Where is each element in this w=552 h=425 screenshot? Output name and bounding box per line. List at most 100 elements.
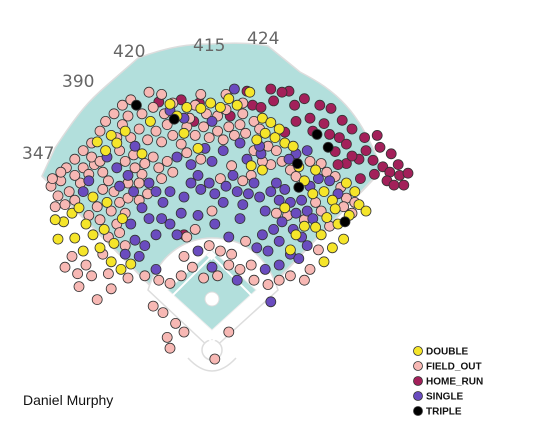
point-field-out <box>167 166 179 178</box>
point-single <box>283 153 295 165</box>
point-field-out <box>178 250 190 262</box>
point-single <box>195 183 207 195</box>
point-double <box>338 233 350 245</box>
point-double <box>87 229 99 241</box>
point-single <box>156 213 168 225</box>
point-field-out <box>248 274 260 286</box>
point-home-run <box>276 86 288 98</box>
point-single <box>150 229 162 241</box>
series-field-out <box>45 86 361 365</box>
point-home-run <box>318 118 330 129</box>
point-double <box>315 229 327 241</box>
point-field-out <box>119 155 131 167</box>
point-field-out <box>114 227 125 239</box>
point-field-out <box>156 136 168 148</box>
point-field-out <box>226 248 238 260</box>
point-single <box>206 261 218 273</box>
point-double <box>223 93 235 105</box>
point-single <box>234 137 246 149</box>
point-double <box>117 213 128 225</box>
point-field-out <box>59 199 71 211</box>
point-field-out <box>237 108 249 120</box>
point-triple <box>291 158 303 169</box>
legend-label-field-out: FIELD_OUT <box>426 362 482 373</box>
point-double <box>287 140 299 152</box>
point-single <box>270 177 282 189</box>
point-single <box>276 216 288 228</box>
legend-label-home-run: HOME_RUN <box>426 377 483 388</box>
point-single <box>265 186 277 198</box>
point-home-run <box>265 83 277 95</box>
point-field-out <box>214 245 226 257</box>
point-double <box>310 221 322 233</box>
point-field-out <box>198 272 210 284</box>
point-single <box>129 234 141 246</box>
point-double <box>80 218 92 230</box>
point-single <box>251 242 263 254</box>
point-single <box>227 169 239 181</box>
point-home-run <box>289 99 301 111</box>
point-single <box>228 83 240 95</box>
point-field-out <box>206 205 218 217</box>
point-field-out <box>164 277 176 289</box>
point-field-out <box>304 155 316 167</box>
point-field-out <box>147 151 159 163</box>
point-double <box>321 212 333 223</box>
point-field-out <box>122 272 134 284</box>
point-field-out <box>181 147 193 159</box>
point-field-out <box>129 162 141 174</box>
point-double <box>49 214 61 226</box>
point-single <box>143 177 155 189</box>
point-double <box>164 98 176 110</box>
legend-swatch-double <box>413 346 423 356</box>
point-double <box>340 177 352 189</box>
point-field-out <box>114 196 125 208</box>
point-field-out <box>147 102 159 113</box>
point-field-out <box>164 342 176 354</box>
point-field-out <box>117 99 128 111</box>
point-double <box>181 102 193 113</box>
point-triple <box>293 181 305 193</box>
point-field-out <box>245 259 257 271</box>
point-double <box>318 256 330 268</box>
point-single <box>217 145 229 157</box>
point-double <box>318 186 330 198</box>
point-home-run <box>346 150 358 162</box>
point-field-out <box>189 223 201 235</box>
point-field-out <box>94 125 106 137</box>
point-home-run <box>388 179 400 191</box>
point-double <box>195 103 207 114</box>
point-field-out <box>178 326 190 338</box>
point-single <box>119 248 131 260</box>
point-double <box>251 134 263 146</box>
point-field-out <box>203 240 215 252</box>
point-double <box>119 125 131 137</box>
point-double <box>69 232 81 244</box>
point-field-out <box>212 270 224 282</box>
point-double <box>244 86 256 98</box>
point-field-out <box>150 125 162 137</box>
point-field-out <box>212 125 224 137</box>
point-field-out <box>133 123 145 135</box>
point-home-run <box>392 159 404 171</box>
point-double <box>178 127 190 139</box>
point-double <box>256 164 268 176</box>
series-single <box>77 83 344 308</box>
point-field-out <box>105 205 117 217</box>
point-single <box>192 209 204 221</box>
point-field-out <box>189 129 201 141</box>
point-single <box>279 183 291 195</box>
point-single <box>256 229 268 241</box>
point-field-out <box>234 263 246 275</box>
legend-label-double: DOUBLE <box>426 347 469 358</box>
point-single <box>185 177 197 189</box>
point-double <box>105 129 117 141</box>
point-triple <box>168 113 180 125</box>
point-single <box>175 207 187 219</box>
point-single <box>254 191 266 203</box>
point-double <box>77 245 89 257</box>
distance-label-left-line: 347 <box>22 144 54 164</box>
point-double <box>98 223 110 235</box>
point-field-out <box>153 274 165 286</box>
point-home-run <box>290 116 302 127</box>
